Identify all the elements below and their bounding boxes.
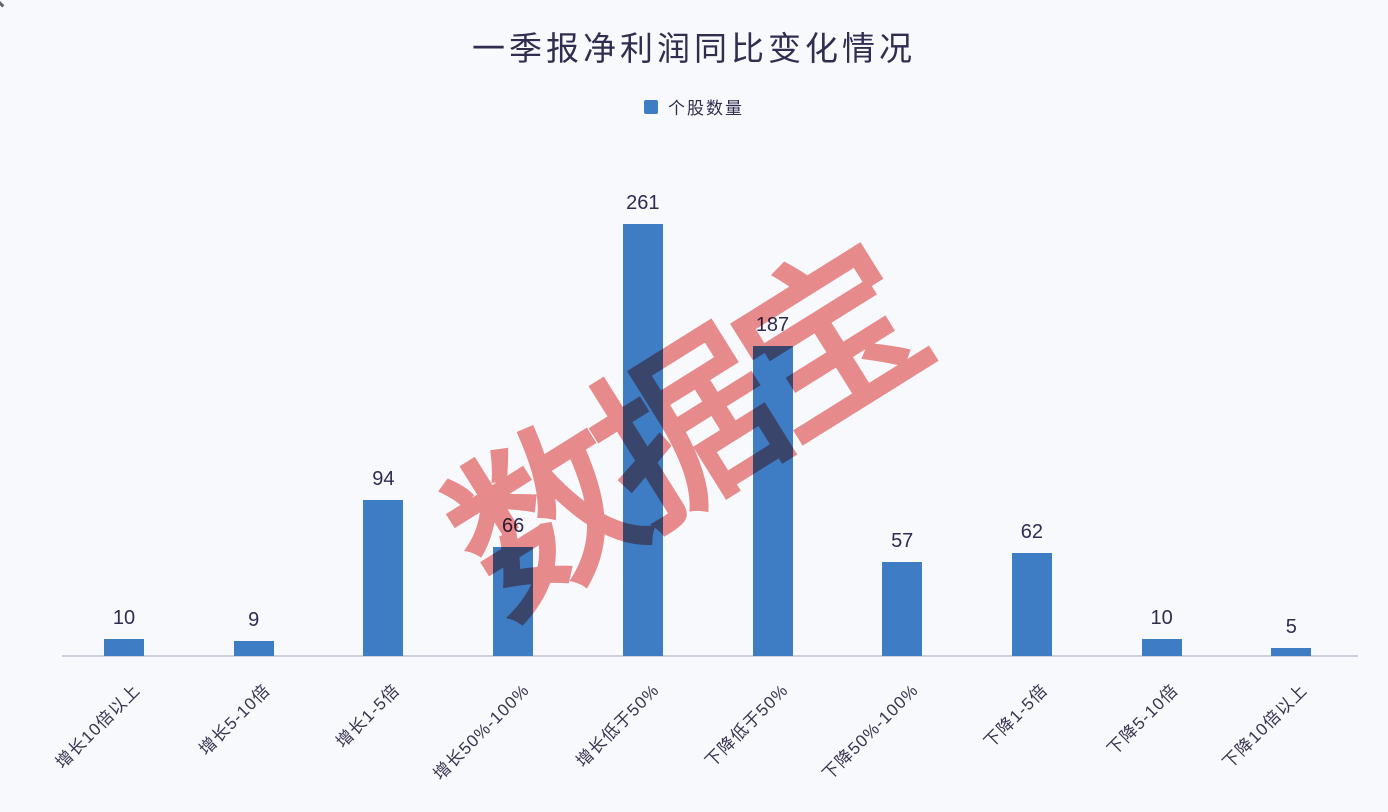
bar-value-label: 94 bbox=[372, 468, 395, 491]
bar bbox=[882, 561, 923, 656]
legend: 个股数量 bbox=[0, 94, 1388, 119]
x-axis-tick-label: 下降5-10倍 bbox=[1103, 680, 1182, 760]
x-axis-tick-label: 增长低于50% bbox=[572, 680, 663, 772]
bar bbox=[752, 346, 793, 656]
bar bbox=[1011, 553, 1052, 656]
bar bbox=[493, 546, 534, 656]
bar-value-label: 62 bbox=[1020, 521, 1044, 544]
bar-value-label: 57 bbox=[891, 529, 914, 552]
x-axis-tick-label: 下降低于50% bbox=[701, 680, 793, 772]
legend-swatch-icon bbox=[644, 99, 658, 114]
bar bbox=[1141, 639, 1182, 656]
bar bbox=[1271, 647, 1312, 656]
x-axis-line bbox=[62, 655, 1358, 657]
x-axis-tick-label: 下降10倍以上 bbox=[1219, 680, 1312, 773]
bar-value-label: 10 bbox=[1150, 607, 1173, 630]
x-axis-tick-label: 下降1-5倍 bbox=[980, 680, 1052, 752]
bar bbox=[233, 641, 274, 656]
x-axis-tick-label: 增长10倍以上 bbox=[52, 680, 144, 773]
bar-value-label: 5 bbox=[1285, 615, 1297, 638]
bar-value-label: 187 bbox=[755, 314, 790, 337]
bar-value-label: 9 bbox=[248, 609, 260, 632]
x-axis-tick-label: 增长5-10倍 bbox=[195, 680, 274, 760]
bar-value-label: 66 bbox=[501, 514, 525, 537]
bar-value-label: 261 bbox=[626, 192, 660, 214]
bar bbox=[104, 639, 144, 656]
bar-value-label: 10 bbox=[112, 607, 136, 630]
legend-label: 个股数量 bbox=[668, 99, 744, 118]
chart-title: 一季报净利润同比变化情况 bbox=[472, 30, 916, 67]
x-axis-tick-label: 增长50%-100% bbox=[429, 680, 534, 784]
bar bbox=[622, 224, 663, 656]
x-axis-tick-label: 增长1-5倍 bbox=[332, 680, 404, 752]
bar bbox=[363, 500, 404, 656]
x-axis-tick-label: 下降50%-100% bbox=[818, 680, 923, 784]
